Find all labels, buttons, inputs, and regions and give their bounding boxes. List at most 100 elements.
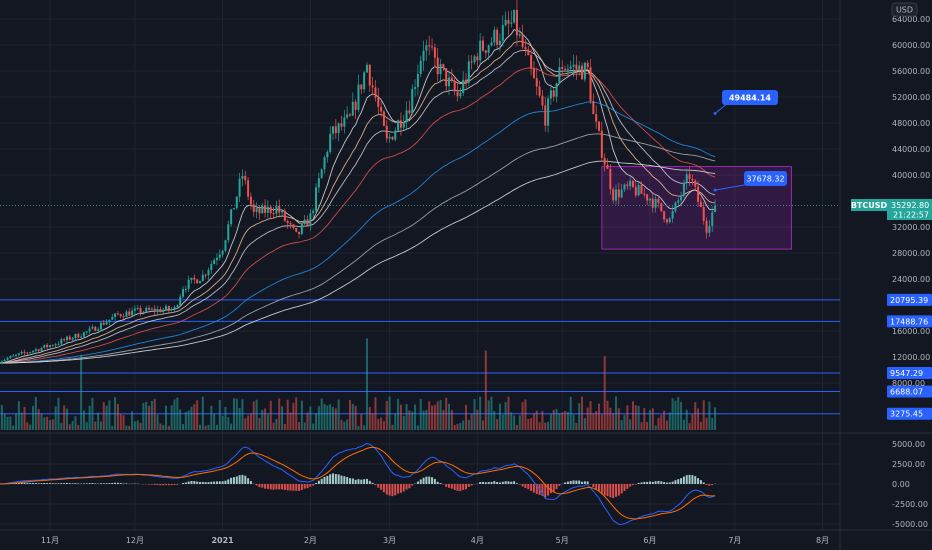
macd-histogram-bar — [532, 484, 535, 493]
candle-body — [289, 223, 292, 225]
macd-histogram-bar — [626, 484, 629, 489]
candle-body — [453, 80, 456, 92]
macd-histogram-bar — [207, 482, 210, 484]
volume-bar — [173, 399, 176, 430]
macd-histogram-bar — [275, 484, 278, 490]
candle-body — [473, 56, 476, 63]
candle-body — [193, 277, 196, 280]
macd-histogram-bar — [264, 484, 267, 489]
macd-histogram-bar — [20, 482, 23, 484]
macd-histogram-bar — [575, 480, 578, 484]
macd-histogram-bar — [51, 483, 54, 484]
volume-bar — [0, 405, 3, 430]
volume-bar — [6, 416, 9, 430]
volume-bar — [586, 407, 589, 430]
macd-histogram-bar — [535, 484, 538, 494]
candle-body — [583, 62, 586, 80]
macd-histogram-bar — [397, 484, 400, 494]
candle-body — [360, 84, 363, 90]
candle-body — [439, 64, 442, 75]
macd-histogram-bar — [261, 484, 264, 488]
macd-histogram-bar — [660, 481, 663, 484]
volume-bar — [108, 400, 111, 430]
volume-bar — [116, 403, 119, 430]
macd-histogram-bar — [65, 482, 68, 484]
macd-histogram-bar — [518, 484, 521, 485]
macd-histogram-bar — [513, 481, 516, 484]
time-axis-label: 2月 — [304, 536, 317, 545]
volume-bar — [643, 408, 646, 430]
volume-bar — [315, 413, 318, 430]
volume-bar — [439, 400, 442, 430]
volume-bar — [702, 400, 705, 430]
candle-body — [281, 210, 284, 213]
volume-bar — [23, 406, 26, 430]
candle-body — [442, 64, 445, 69]
volume-bar — [459, 422, 462, 430]
volume-bar — [422, 410, 425, 430]
candle-body — [54, 344, 57, 346]
volume-bar — [572, 414, 575, 430]
volume-bar — [524, 399, 527, 430]
candle-body — [631, 180, 634, 188]
macd-histogram-bar — [23, 482, 26, 484]
macd-histogram-bar — [637, 482, 640, 484]
candles — [0, 0, 717, 365]
volume-bar — [595, 411, 598, 430]
candle-body — [507, 20, 510, 24]
candle-body — [643, 193, 646, 195]
macd-histogram-bar — [357, 479, 360, 484]
volume-bar — [65, 408, 68, 430]
volume-bar — [210, 405, 213, 430]
volume-bar — [555, 409, 558, 430]
time-axis-label: 7月 — [728, 536, 741, 545]
volume-bar — [465, 405, 468, 430]
candle-body — [561, 67, 564, 69]
macd-histogram-bar — [688, 474, 691, 484]
volume-bar — [705, 417, 708, 430]
macd-histogram-bar — [564, 482, 567, 484]
volume-bar — [329, 404, 332, 430]
macd-histogram-bar — [524, 484, 527, 488]
candle-body — [685, 174, 688, 183]
volume-bar — [448, 403, 451, 430]
candle-body — [501, 25, 504, 41]
candle-body — [60, 339, 63, 344]
candle-body — [326, 151, 329, 158]
volume-bar — [651, 408, 654, 430]
macd-histogram-bar — [173, 484, 176, 486]
macd-histogram-bar — [368, 480, 371, 484]
macd-histogram-bar — [317, 480, 320, 484]
volume-bar — [128, 425, 131, 430]
macd-histogram-bar — [654, 481, 657, 484]
candle-body — [88, 328, 91, 332]
candle-body — [481, 40, 484, 51]
volume-bar — [428, 401, 431, 430]
callout-box — [722, 90, 778, 105]
macd-histogram-bar — [399, 484, 402, 493]
candle-body — [230, 209, 233, 225]
macd-histogram-bar — [496, 482, 499, 484]
candle-body — [657, 198, 660, 203]
candle-body — [198, 281, 201, 284]
macd-histogram-bar — [60, 483, 63, 484]
volume-bar — [637, 405, 640, 430]
candle-body — [94, 326, 97, 331]
volume-bar — [535, 410, 538, 430]
candle-body — [187, 279, 190, 290]
volume-bar — [442, 409, 445, 430]
volume-bar — [54, 406, 57, 430]
candle-body — [637, 184, 640, 196]
last-price-label: 35292.80 — [891, 201, 929, 210]
volume-bar — [136, 420, 139, 430]
macd-histogram-bar — [108, 483, 111, 484]
volume-bar — [374, 397, 377, 430]
volume-bar — [150, 400, 153, 430]
macd-histogram-bar — [657, 480, 660, 484]
volume-bar — [201, 396, 204, 430]
volume-bar — [218, 399, 221, 430]
candle-body — [521, 34, 524, 48]
candle-body — [184, 289, 187, 291]
volume-bar — [148, 405, 151, 430]
